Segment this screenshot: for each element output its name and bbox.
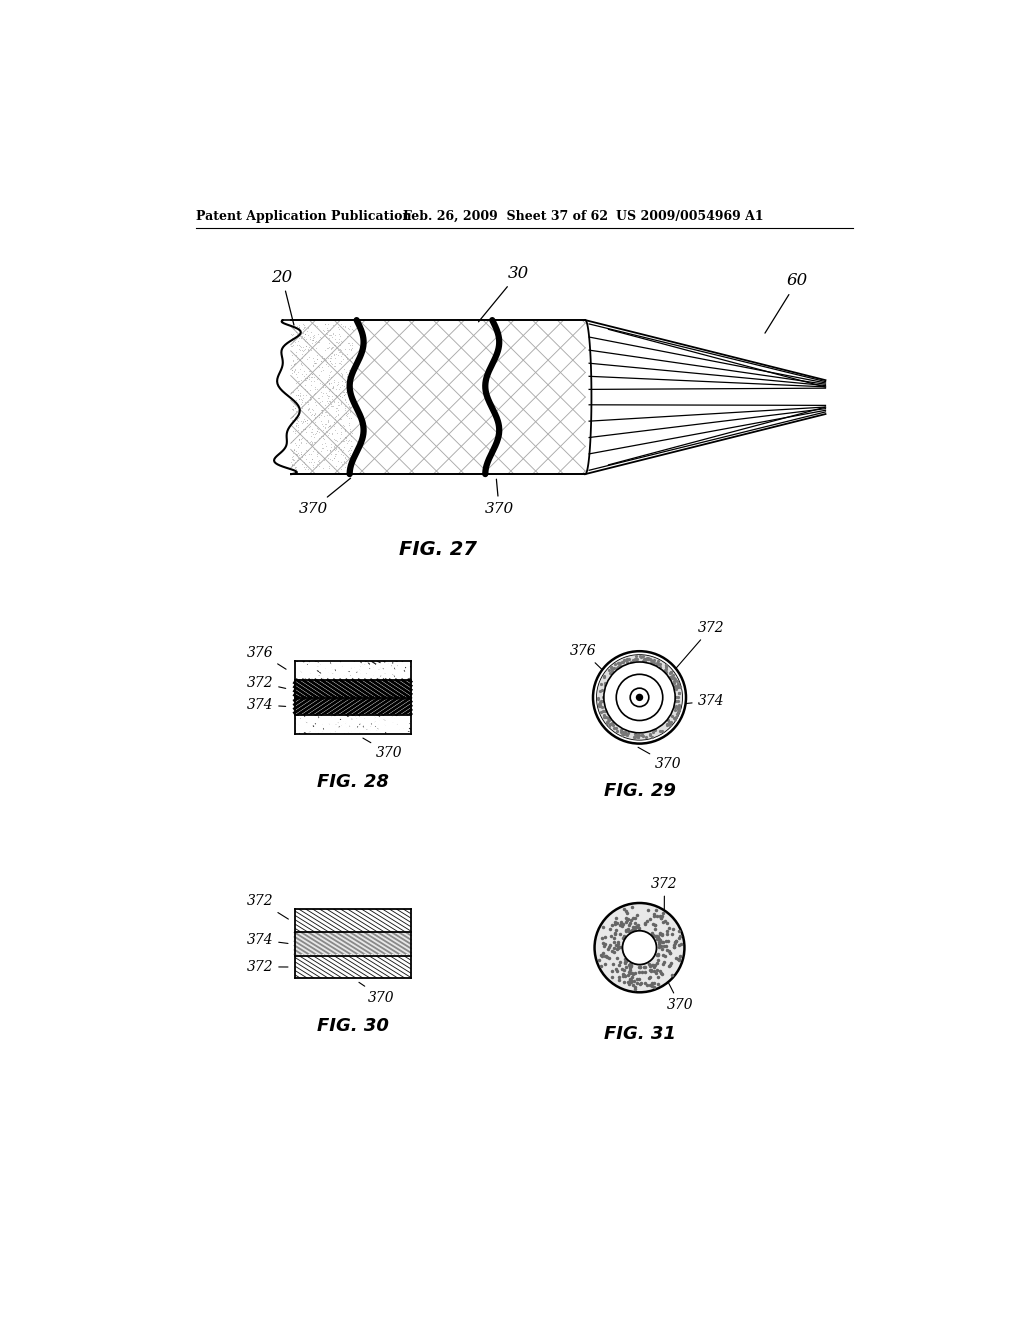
Text: FIG. 28: FIG. 28 [316, 772, 389, 791]
Text: 370: 370 [484, 479, 514, 516]
Text: 372: 372 [247, 960, 288, 974]
Circle shape [616, 675, 663, 721]
Text: 20: 20 [271, 268, 294, 325]
Text: 372: 372 [247, 895, 289, 919]
Text: Feb. 26, 2009  Sheet 37 of 62: Feb. 26, 2009 Sheet 37 of 62 [403, 210, 608, 223]
Circle shape [604, 663, 675, 733]
Text: 370: 370 [299, 478, 350, 516]
Text: 370: 370 [664, 973, 693, 1012]
Text: FIG. 30: FIG. 30 [316, 1016, 389, 1035]
Bar [291, 321, 586, 474]
Polygon shape [291, 321, 586, 474]
Bar [295, 661, 411, 680]
Bar [295, 698, 411, 715]
Text: 30: 30 [478, 265, 529, 322]
Circle shape [597, 655, 682, 739]
Bar [295, 909, 411, 932]
Text: 60: 60 [765, 272, 808, 333]
Text: FIG. 27: FIG. 27 [399, 540, 477, 558]
Text: 372: 372 [665, 620, 724, 681]
Circle shape [595, 903, 684, 993]
Bar [295, 956, 411, 978]
Circle shape [636, 694, 643, 701]
Circle shape [593, 651, 686, 743]
Text: 374: 374 [247, 933, 288, 946]
Text: 374: 374 [247, 698, 286, 711]
Circle shape [630, 688, 649, 706]
Text: 374: 374 [656, 694, 724, 708]
Bar [295, 932, 411, 956]
Text: 370: 370 [362, 738, 402, 760]
Text: 372: 372 [247, 676, 286, 689]
Circle shape [604, 663, 675, 733]
Text: 376: 376 [569, 644, 605, 672]
Bar [295, 680, 411, 698]
Circle shape [623, 931, 656, 965]
Text: FIG. 31: FIG. 31 [603, 1024, 676, 1043]
Text: 370: 370 [638, 747, 682, 771]
Text: FIG. 29: FIG. 29 [603, 781, 676, 800]
Bar [295, 715, 411, 734]
Text: 376: 376 [247, 645, 286, 669]
Circle shape [597, 655, 682, 739]
Text: 370: 370 [359, 982, 395, 1005]
Text: US 2009/0054969 A1: US 2009/0054969 A1 [616, 210, 764, 223]
Text: 372: 372 [651, 876, 678, 920]
Text: Patent Application Publication: Patent Application Publication [197, 210, 412, 223]
